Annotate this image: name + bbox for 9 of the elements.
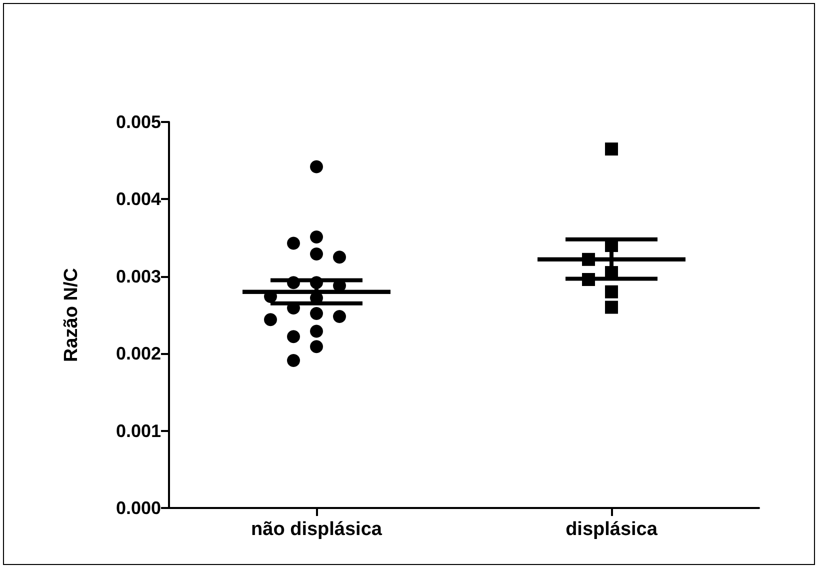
y-tick-label: 0.004 — [116, 189, 161, 210]
y-tick-label: 0.002 — [116, 344, 161, 364]
y-axis-title: Razão N/C — [61, 268, 82, 362]
y-tick-label: 0.003 — [116, 266, 161, 286]
y-tick-label: 0.005 — [116, 112, 161, 132]
y-tick-label: 0.001 — [116, 420, 161, 441]
x-tick-label: não displásica — [251, 519, 382, 540]
y-tick-label: 0.000 — [116, 498, 161, 518]
x-tick-label: displásica — [566, 519, 658, 540]
